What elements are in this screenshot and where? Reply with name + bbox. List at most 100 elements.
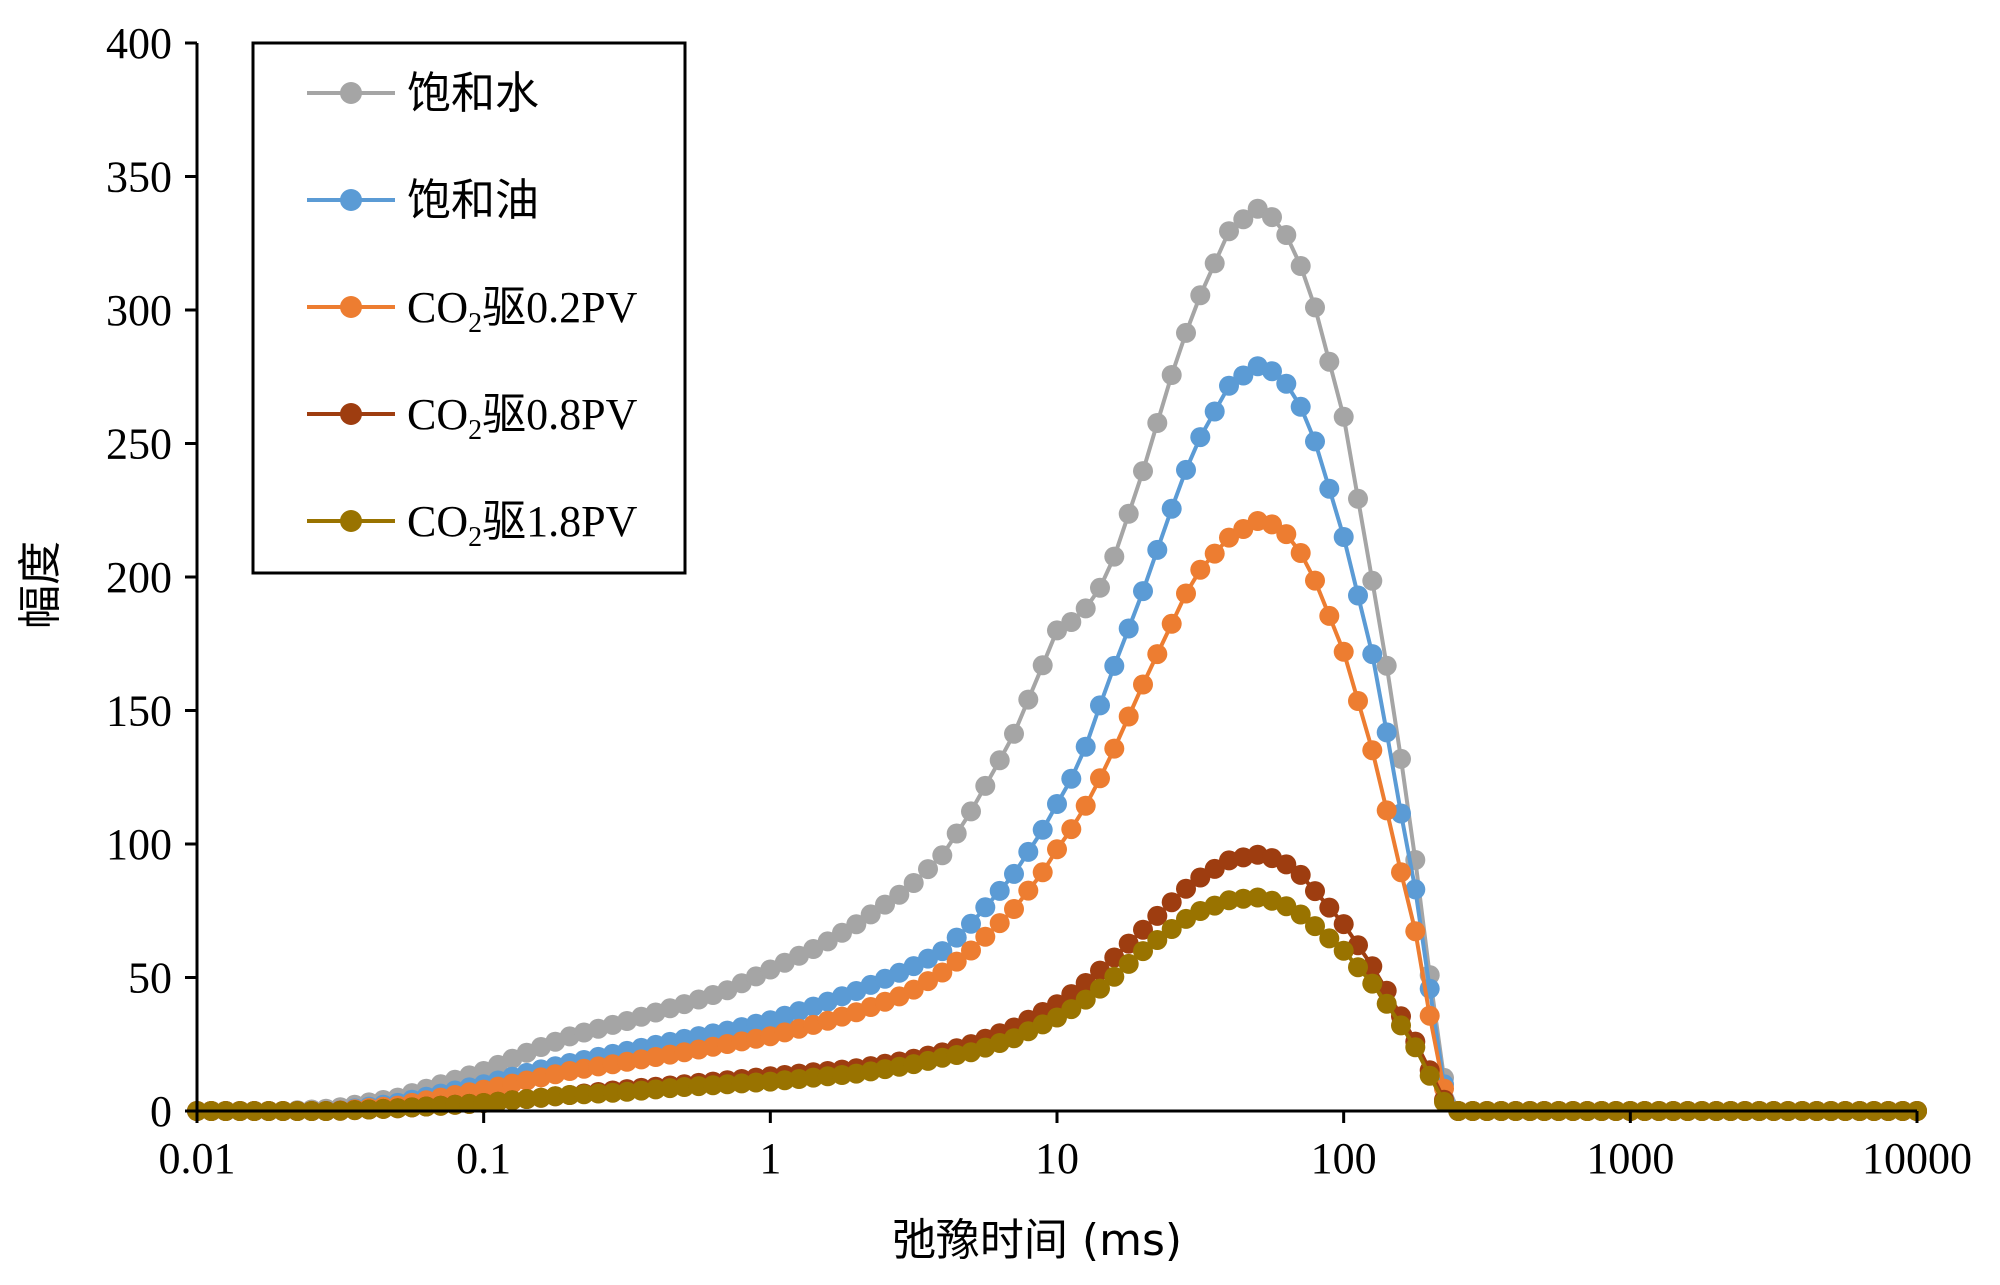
data-point	[1133, 674, 1153, 695]
data-point	[674, 1077, 695, 1097]
legend-label-co2-0-2pv: CO2驱0.2PV	[407, 283, 638, 339]
data-point	[1133, 581, 1153, 602]
data-point	[1333, 527, 1354, 547]
legend-marker-co2-0-2pv	[340, 296, 362, 318]
data-point	[1061, 768, 1082, 789]
data-point	[1075, 795, 1096, 816]
data-point	[387, 1098, 408, 1119]
data-point	[1419, 1065, 1440, 1086]
data-point	[1061, 999, 1082, 1020]
y-tick-label: 0	[150, 1087, 172, 1136]
data-point	[1362, 956, 1383, 977]
data-point	[1305, 297, 1325, 318]
y-tick-label: 50	[128, 954, 172, 1003]
data-point	[1219, 221, 1239, 242]
data-point	[1161, 892, 1182, 913]
series-co2-0-2pv	[187, 511, 1927, 1121]
data-point	[817, 1066, 838, 1087]
data-point	[932, 962, 953, 983]
data-point	[860, 904, 881, 925]
data-point	[1290, 396, 1311, 417]
data-point	[1219, 375, 1239, 396]
data-point	[932, 845, 953, 866]
data-point	[545, 1086, 566, 1107]
y-tick-label: 200	[106, 553, 172, 602]
data-point	[1276, 225, 1297, 245]
y-tick-label: 250	[106, 420, 172, 469]
data-point	[918, 859, 938, 880]
data-point	[1405, 921, 1426, 942]
data-point	[631, 1080, 652, 1101]
data-point	[1018, 841, 1039, 862]
x-tick-label: 0.01	[159, 1134, 236, 1183]
data-point	[1118, 618, 1139, 639]
data-point	[1104, 546, 1125, 567]
data-point	[889, 884, 910, 905]
data-point	[1319, 928, 1340, 949]
data-point	[1262, 514, 1282, 535]
data-point	[1204, 543, 1225, 564]
data-point	[1090, 577, 1110, 598]
x-tick-label: 10	[1035, 1134, 1079, 1183]
data-point	[1348, 488, 1368, 509]
legend: 饱和水 饱和油 CO2驱0.2PV CO2驱0.8PV CO2驱1.8PV	[251, 41, 687, 575]
data-point	[1090, 695, 1110, 716]
legend-label-co2-0-8pv: CO2驱0.8PV	[407, 390, 638, 446]
data-point	[1018, 880, 1039, 901]
data-point	[731, 1073, 752, 1094]
data-point	[1190, 427, 1211, 448]
data-point	[1161, 919, 1182, 939]
data-point	[1118, 706, 1139, 727]
data-point	[1262, 361, 1282, 382]
data-point	[1362, 973, 1383, 994]
data-point	[459, 1093, 480, 1114]
data-point	[1319, 897, 1340, 918]
data-point	[1391, 862, 1411, 883]
data-point	[1075, 598, 1096, 619]
data-point	[1290, 256, 1311, 276]
data-point	[1176, 459, 1196, 480]
legend-item-saturated-oil: 饱和油	[307, 176, 539, 225]
x-tick-label: 1	[759, 1134, 781, 1183]
x-tick-label: 0.1	[456, 1134, 511, 1183]
data-point	[717, 1074, 738, 1095]
data-point	[1319, 351, 1340, 372]
data-point	[1047, 839, 1067, 860]
data-point	[1090, 768, 1110, 789]
data-point	[1391, 1015, 1411, 1036]
data-point	[1075, 736, 1096, 757]
data-point	[1161, 498, 1182, 519]
legend-marker-co2-0-8pv	[340, 403, 362, 425]
data-point	[1190, 285, 1211, 306]
data-point	[975, 926, 996, 947]
x-tick-label: 1000	[1586, 1134, 1674, 1183]
y-tick-label: 100	[106, 820, 172, 869]
data-point	[1204, 253, 1225, 274]
data-point	[961, 940, 981, 961]
data-point	[875, 894, 895, 915]
x-tick-label: 10000	[1862, 1134, 1972, 1183]
data-point	[1391, 748, 1411, 769]
data-point	[774, 1070, 795, 1091]
x-tick-label: 100	[1311, 1134, 1377, 1183]
y-tick-label: 150	[106, 687, 172, 736]
data-point	[1018, 689, 1039, 710]
data-point	[961, 801, 981, 822]
data-point	[1133, 919, 1153, 940]
y-tick-label: 400	[106, 19, 172, 68]
legend-label-saturated-oil: 饱和油	[407, 176, 539, 225]
data-point	[846, 914, 867, 935]
data-point	[1147, 905, 1168, 926]
data-point	[1133, 941, 1153, 962]
data-point	[1032, 819, 1053, 840]
data-point	[946, 951, 967, 972]
data-point	[1104, 655, 1125, 676]
data-point	[1305, 916, 1325, 937]
legend-item-co2-0-8pv: CO2驱0.8PV	[307, 390, 638, 446]
data-point	[1004, 723, 1024, 744]
data-point	[1319, 478, 1340, 499]
legend-item-co2-1-8pv: CO2驱1.8PV	[307, 497, 638, 553]
data-point	[1032, 862, 1053, 883]
data-point	[1362, 740, 1383, 761]
